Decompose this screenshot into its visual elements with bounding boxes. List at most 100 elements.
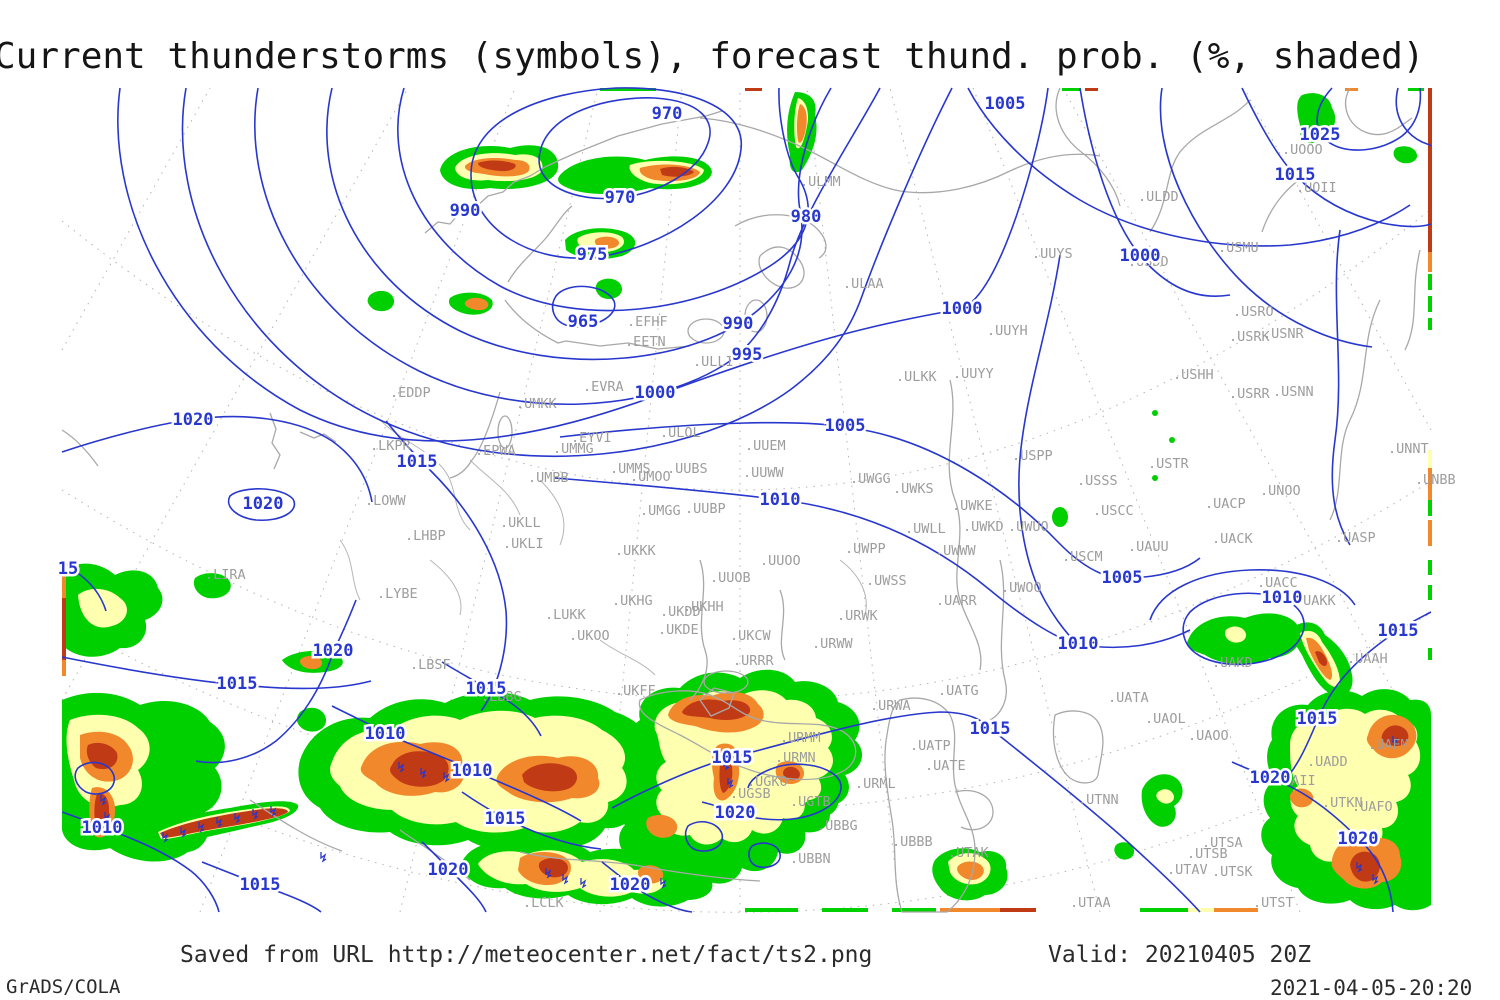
isobar-value-label: 990	[450, 201, 481, 221]
isobar-value-label: 990	[723, 314, 754, 334]
probability-shading	[62, 88, 1432, 912]
station-label: .UUYY	[953, 366, 994, 382]
station-label: .UTKN	[1322, 795, 1363, 811]
station-label: .LBSF	[410, 657, 451, 673]
saved-from-url-text: Saved from URL http://meteocenter.net/fa…	[180, 942, 873, 968]
station-label: .ULMM	[800, 174, 841, 190]
station-label: .EDDP	[390, 385, 431, 401]
station-label: .UACP	[1205, 496, 1246, 512]
station-label: .LCLK	[523, 895, 565, 911]
station-label: .UKLI	[503, 536, 544, 552]
station-label: .UUWW	[743, 465, 785, 481]
station-label: .UATP	[910, 738, 951, 754]
station-label: .URWW	[812, 636, 854, 652]
station-label: .URRR	[733, 653, 775, 669]
station-label: .LUKK	[545, 607, 587, 623]
station-label: .USPP	[1012, 448, 1053, 464]
station-label: .UUBS	[667, 461, 708, 477]
creation-timestamp: 2021-04-05-20:20	[1270, 976, 1473, 1000]
station-label: .UBBG	[817, 818, 858, 834]
station-label: .UWKS	[893, 481, 934, 497]
station-label: .UGSB	[730, 786, 771, 802]
station-label: .UWWW	[935, 543, 977, 559]
station-label: .UWGG	[850, 471, 891, 487]
station-label: .UMBB	[528, 470, 569, 486]
station-label: .ULOL	[660, 425, 701, 441]
station-label: .ULDD	[1138, 189, 1179, 205]
station-label: .LKPR	[370, 438, 412, 454]
isobar-value-label: 1020	[313, 641, 354, 661]
station-label: .UKHH	[683, 599, 724, 615]
station-label: .UNNT	[1388, 441, 1429, 457]
station-label: .UWUO	[1008, 519, 1049, 535]
station-label: .UTAK	[948, 845, 990, 861]
station-label: .USTR	[1148, 456, 1190, 472]
station-label: .UARR	[936, 593, 978, 609]
isobar-value-label: 1020	[173, 410, 214, 430]
station-label: .URWK	[837, 608, 879, 624]
thunderstorm-symbol	[320, 851, 327, 862]
isobar-value-label: 15	[58, 559, 78, 579]
station-label: .UATG	[938, 683, 979, 699]
station-label: .USDD	[1128, 254, 1169, 270]
station-label: .UUOB	[710, 570, 751, 586]
station-label: .UBBB	[892, 834, 933, 850]
station-label: .UAKD	[1212, 655, 1253, 671]
isobar-value-label: 1015	[1297, 709, 1338, 729]
station-label: .USCM	[1062, 549, 1103, 565]
isobar-value-label: 1005	[1102, 568, 1143, 588]
station-label: .EVRA	[583, 379, 624, 395]
station-label: .UAOL	[1145, 711, 1186, 727]
isobar-value-label: 1015	[397, 452, 438, 472]
station-label: .UAII	[1275, 773, 1316, 789]
station-label: .UAOO	[1188, 728, 1229, 744]
station-label: .UOOO	[1282, 142, 1323, 158]
station-label: .UMMS	[610, 461, 651, 477]
station-label: .UGKO	[747, 774, 788, 790]
station-label: .LHBP	[405, 528, 446, 544]
station-label: .URMN	[775, 750, 816, 766]
station-label: .UACC	[1257, 575, 1298, 591]
station-label: .UWKE	[952, 498, 993, 514]
station-label: .LOWW	[365, 493, 407, 509]
station-label: .UUEM	[745, 438, 786, 454]
station-label: .UAUU	[1128, 539, 1169, 555]
isobar-value-label: 970	[605, 188, 636, 208]
isobar-value-label: 1000	[635, 383, 676, 403]
isobar-contours	[61, 87, 1432, 913]
station-label: .LYBE	[377, 586, 418, 602]
isobar-value-label: 1005	[825, 416, 866, 436]
station-label: .UMMG	[553, 441, 594, 457]
station-label: .URML	[855, 776, 896, 792]
station-label: .UBBN	[790, 851, 831, 867]
station-label: .UWKD	[963, 519, 1004, 535]
station-label: .UKCW	[730, 628, 772, 644]
isobar-labels: 970 1005 1025 1015 990 970 980 975 965 990 995 1000…	[55, 92, 1421, 898]
isobar-value-label: 1010	[452, 761, 493, 781]
station-label: .URMM	[780, 730, 821, 746]
isobar-value-label: 1010	[1262, 588, 1303, 608]
page-title: Current thunderstorms (symbols), forecas…	[0, 36, 1425, 77]
station-label: .UTAV	[1167, 862, 1208, 878]
station-label: .UAFO	[1352, 799, 1393, 815]
isobar-value-label: 1015	[485, 809, 526, 829]
station-label: .ULLI	[693, 354, 734, 370]
station-label: .UAFM	[1368, 737, 1409, 753]
isobar-value-label: 1020	[715, 803, 756, 823]
station-label: .UKLL	[500, 515, 541, 531]
station-label: .UKDE	[658, 622, 699, 638]
isobar-value-label: 1015	[712, 748, 753, 768]
station-label: .UUYS	[1032, 246, 1073, 262]
station-label: .USRO	[1233, 304, 1274, 320]
station-label: .LIRA	[205, 567, 246, 583]
station-label: .UADD	[1307, 754, 1348, 770]
station-label: .ULKK	[896, 369, 938, 385]
station-label: .UMOO	[630, 469, 671, 485]
station-label: .UTSK	[1212, 864, 1254, 880]
station-label: .UASP	[1335, 530, 1376, 546]
coastlines	[61, 87, 1421, 913]
station-labels: .ULMM .ULDD .UOOO .UOII .USMU .USDD .UUYS .ULAA…	[205, 142, 1456, 911]
isobar-value-label: 1000	[942, 299, 983, 319]
